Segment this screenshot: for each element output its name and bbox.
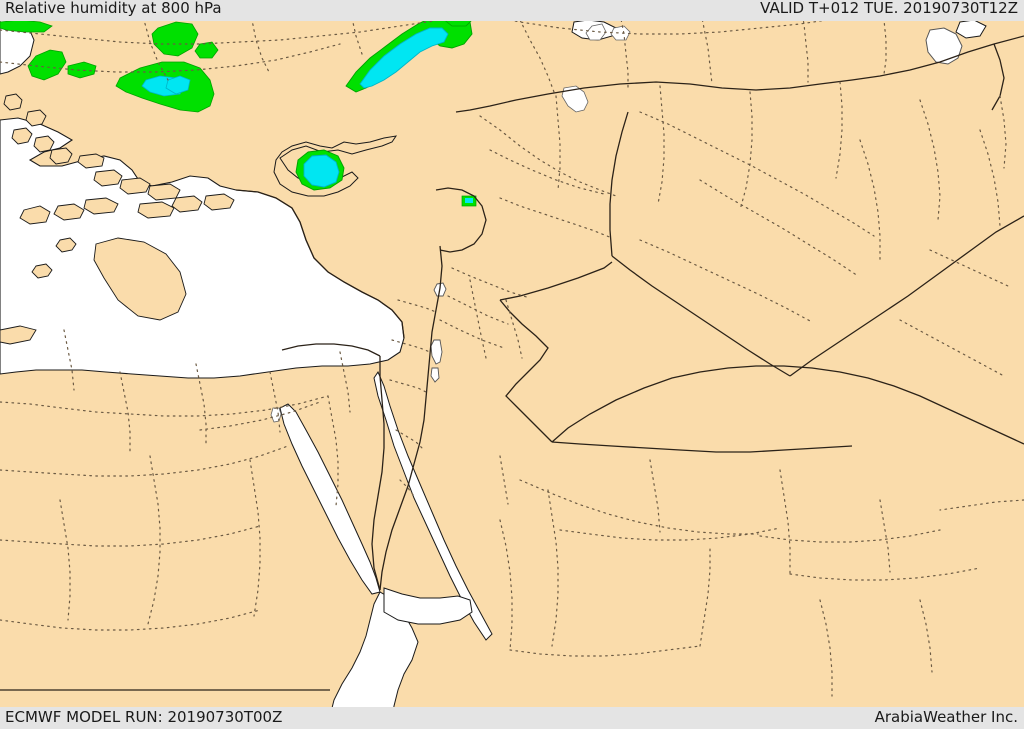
border-turkey-iran [991,43,1005,111]
island-south [0,325,37,345]
border-turkey-syria [455,35,1024,113]
valid-time-label: VALID T+012 TUE. 20190730T12Z [760,0,1018,17]
border-israel-jordan [379,245,443,591]
lake-urmia [925,27,963,65]
model-run-label: ECMWF MODEL RUN: 20190730T00Z [5,708,283,726]
border-egypt-israel [371,356,385,591]
contour-green-dot-a [194,41,219,59]
aegean-islands [3,93,235,321]
page-title: Relative humidity at 800 hPa [5,0,222,17]
lake-tuz [585,23,607,41]
border-iraq-saudi [551,365,1024,445]
dead-sea-south [430,367,440,383]
country-borders [0,35,1024,691]
contour-cyan-cyprus [303,154,340,188]
header-bar: Relative humidity at 800 hPa VALID T+012… [0,0,1024,21]
contour-green-aegean-2 [67,61,97,79]
red-sea [329,591,419,729]
contour-cyan-ne-band [359,27,449,89]
gulf-of-suez [279,403,381,595]
coast-turkey-south [235,189,405,339]
border-jordan-iraq [499,299,553,443]
border-syria-iraq-n [609,111,629,257]
footer-bar: ECMWF MODEL RUN: 20190730T00Z ArabiaWeat… [0,707,1024,729]
lake-turkey-3 [561,85,589,113]
contour-green-aegean [27,49,67,81]
border-egypt-main [281,343,381,357]
border-syria-iraq [611,255,791,377]
border-lebanon [435,187,487,253]
border-jordan-saudi [551,441,853,453]
contour-cyan-central [165,75,191,95]
contour-green-central [151,21,199,57]
lake-turkey-2 [610,25,631,41]
credit-label: ArabiaWeather Inc. [874,708,1018,726]
contour-cyan-levant [465,198,473,203]
gulf-junction-water [383,587,473,625]
gulf-of-aqaba [373,370,493,641]
border-syria-jordan [499,261,613,301]
border-iraq-iran [789,215,1024,377]
